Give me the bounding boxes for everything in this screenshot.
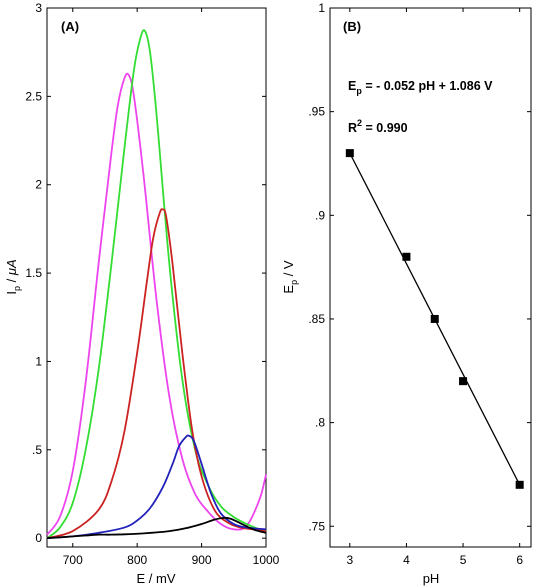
panel-b-y-tick-label: .75 — [308, 519, 325, 533]
panel-b-y-tick-label: 1 — [318, 1, 325, 15]
panel-b-r2-annotation: R2 = 0.990 — [348, 118, 408, 135]
panel-a-x-tick-label: 1000 — [253, 553, 280, 567]
panel-b-x-axis-title: pH — [423, 571, 440, 586]
panel-b-y-title-main: E — [281, 285, 296, 294]
panel-b-y-title-rest: / V — [281, 260, 296, 280]
panel-b-x-tick-label: 3 — [346, 553, 353, 567]
panel-b-y-tick-label: .8 — [315, 416, 325, 430]
panel-b-r2-sup: 2 — [357, 118, 362, 128]
voltammogram-series-1 — [46, 72, 267, 536]
panel-a-label: (A) — [61, 19, 79, 34]
panel-a-y-tick-label: 1 — [35, 354, 42, 368]
panel-a-y-tick-label: 0 — [35, 531, 42, 545]
panel-b-y-axis-title: Ep / V — [281, 260, 299, 294]
panel-b-y-tick-label: .9 — [315, 208, 325, 222]
panel-b-equation-annotation: Ep = - 0.052 pH + 1.086 V — [348, 79, 493, 96]
panel-a-y-tick-label: 3 — [35, 1, 42, 15]
data-point-ph-6 — [515, 480, 524, 489]
panel-b-equation-rest: = - 0.052 pH + 1.086 V — [362, 79, 493, 93]
panel-b-r2-main: R — [348, 121, 357, 135]
panel-b-label: (B) — [343, 19, 361, 34]
panel-b-points-group — [345, 149, 524, 489]
panel-b-r2-rest: = 0.990 — [362, 121, 408, 135]
panel-b: (B) 3 4 5 6 .75 .8 .85 .9 .95 1 Ep = - 0.052 pH +… — [281, 1, 532, 586]
panel-a-y-tick-label: .5 — [32, 443, 42, 457]
panel-b-frame — [329, 7, 532, 548]
voltammogram-series-4 — [46, 434, 267, 540]
panel-a-x-tick-label: 700 — [63, 553, 83, 567]
panel-a-y-title-main: I — [4, 291, 19, 295]
panel-b-x-tick-label: 5 — [460, 553, 467, 567]
voltammogram-series-2 — [46, 29, 267, 539]
panel-a-series-group — [46, 29, 267, 540]
panel-a-y-tick-label: 2.5 — [25, 89, 42, 103]
panel-a-y-title-unit: μA — [4, 259, 19, 276]
panel-a-y-tick-label: 1.5 — [25, 266, 42, 280]
panel-b-y-tick-label: .85 — [308, 312, 325, 326]
panel-b-x-tick-label: 4 — [403, 553, 410, 567]
panel-a-y-title-sub: p — [12, 286, 22, 291]
voltammogram-series-3 — [46, 208, 267, 540]
data-point-ph-5 — [459, 377, 468, 386]
panel-a: (A) 700 800 900 1000 0 .5 1 1.5 2 2.5 3 E / mV Ip … — [4, 1, 280, 586]
panel-b-equation-main: E — [348, 79, 356, 93]
panel-b-equation-sub: p — [356, 86, 362, 96]
data-point-ph-3 — [345, 149, 354, 158]
panel-a-y-tick-label: 2 — [35, 178, 42, 192]
panel-a-y-axis-title: Ip / μA — [4, 259, 22, 294]
panel-b-x-tick-label: 6 — [516, 553, 523, 567]
panel-a-frame — [46, 7, 267, 548]
panel-a-y-title-rest: / — [4, 275, 19, 286]
data-point-ph-4 — [402, 252, 411, 261]
panel-b-ticks: 3 4 5 6 .75 .8 .85 .9 .95 1 — [308, 1, 531, 567]
data-point-ph-4.5 — [430, 314, 439, 323]
panel-b-y-tick-label: .95 — [308, 105, 325, 119]
panel-a-x-tick-label: 900 — [192, 553, 212, 567]
voltammogram-series-5 — [46, 516, 267, 540]
panel-a-ticks: 700 800 900 1000 0 .5 1 1.5 2 2.5 3 — [25, 1, 279, 567]
panel-a-x-tick-label: 800 — [127, 553, 147, 567]
panel-b-y-title-sub: p — [289, 280, 299, 285]
panel-a-x-axis-title: E / mV — [136, 571, 175, 586]
